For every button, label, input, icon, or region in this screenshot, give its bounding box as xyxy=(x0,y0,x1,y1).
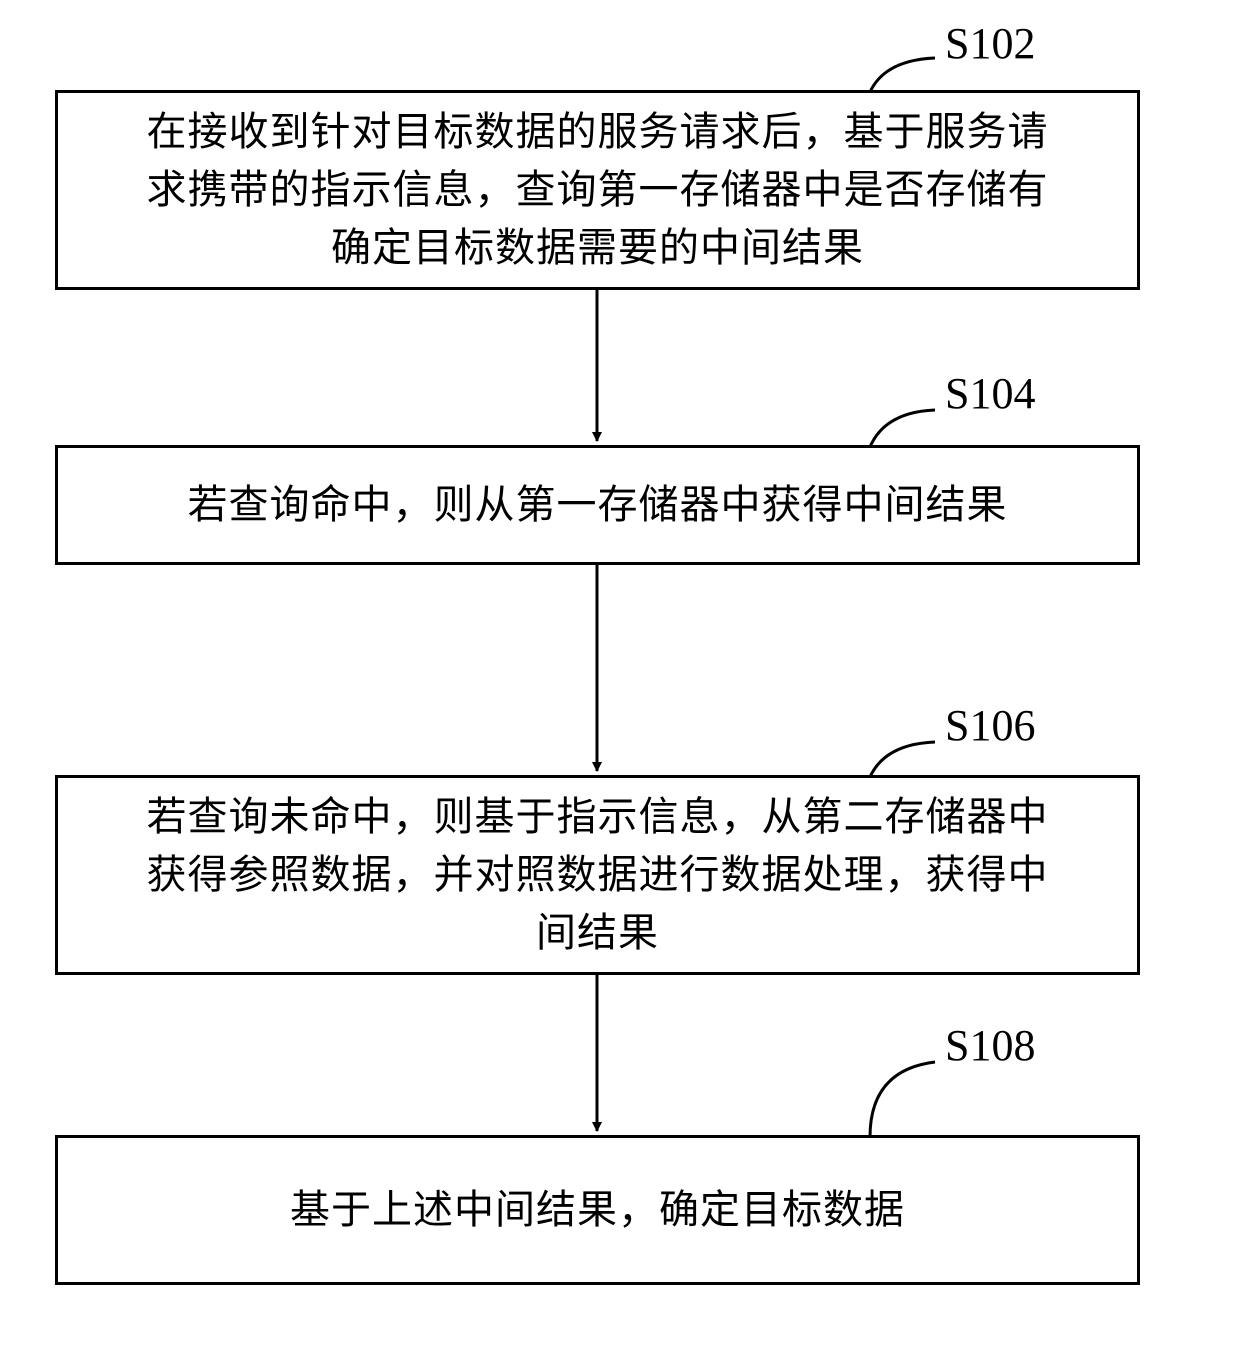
flow-node-s102: 在接收到针对目标数据的服务请求后，基于服务请求携带的指示信息，查询第一存储器中是… xyxy=(55,90,1140,290)
step-label-s102: S102 xyxy=(945,18,1035,69)
flow-node-text: 若查询命中，则从第一存储器中获得中间结果 xyxy=(188,476,1008,534)
flow-node-s104: 若查询命中，则从第一存储器中获得中间结果 xyxy=(55,445,1140,565)
flowchart-canvas: 在接收到针对目标数据的服务请求后，基于服务请求携带的指示信息，查询第一存储器中是… xyxy=(0,0,1240,1345)
flow-node-text: 在接收到针对目标数据的服务请求后，基于服务请求携带的指示信息，查询第一存储器中是… xyxy=(147,103,1049,277)
flow-node-s106: 若查询未命中，则基于指示信息，从第二存储器中获得参照数据，并对照数据进行数据处理… xyxy=(55,775,1140,975)
step-label-s108: S108 xyxy=(945,1020,1035,1071)
flow-node-text: 基于上述中间结果，确定目标数据 xyxy=(290,1181,905,1239)
flow-node-text: 若查询未命中，则基于指示信息，从第二存储器中获得参照数据，并对照数据进行数据处理… xyxy=(147,788,1049,962)
step-label-s104: S104 xyxy=(945,368,1035,419)
callout-s104 xyxy=(870,410,935,447)
step-label-s106: S106 xyxy=(945,700,1035,751)
callout-s102 xyxy=(870,58,935,92)
flow-node-s108: 基于上述中间结果，确定目标数据 xyxy=(55,1135,1140,1285)
callout-s108 xyxy=(870,1062,935,1137)
callout-s106 xyxy=(870,742,935,777)
